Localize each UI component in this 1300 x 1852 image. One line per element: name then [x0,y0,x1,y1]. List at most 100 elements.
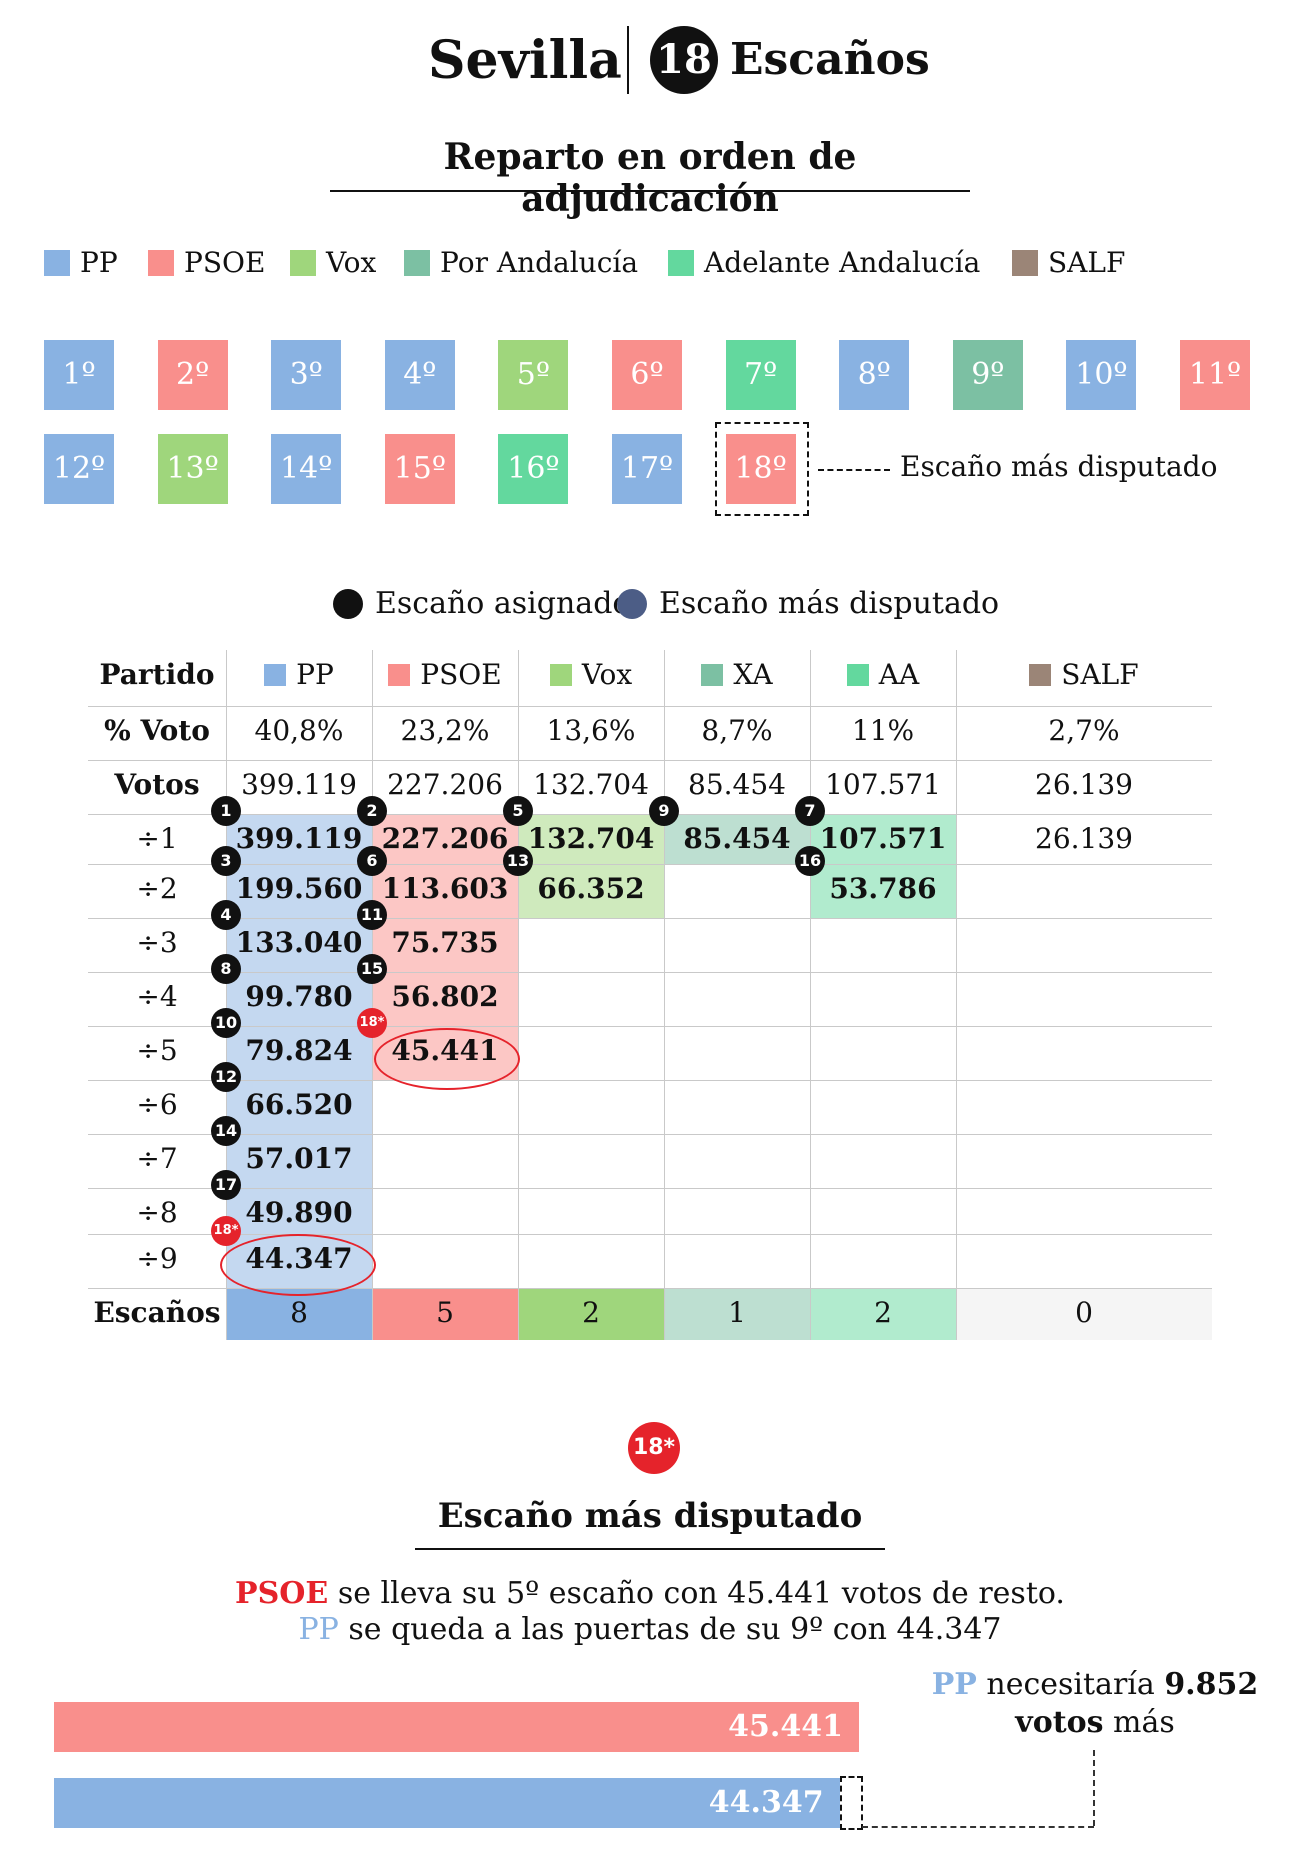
seat-order-marker: 14 [211,1116,241,1146]
party-vote-pct: 40,8% [254,714,344,747]
party-swatch [264,664,287,686]
dhondt-table: Partido % Voto Votos ÷1 ÷2 ÷3 ÷4 ÷5 ÷6 ÷7 ÷8 ÷9 Esca… [88,650,1212,1340]
legend-item: Vox [290,246,376,279]
party-name: PP [296,658,334,691]
quotient-cell: 132.704 [527,822,655,855]
votes-bar: 45.441 [54,1702,859,1752]
seats-cell-fill [372,1288,518,1340]
table-row-divider [88,706,1212,707]
party-name: AA [878,658,920,691]
row-header: % Voto [104,714,210,747]
seat-order-marker: 8 [211,954,241,984]
seat-square: 11º [1180,340,1250,410]
party-seats: 2 [582,1296,600,1329]
disputed-seat-badge: 18* [628,1422,680,1474]
votes-bar-label: 45.441 [728,1709,843,1744]
party-swatch [549,664,572,686]
legend-swatch [668,249,694,276]
disputed-seat-connector [818,469,890,471]
assigned-seat-legend: Escaño asignado [333,586,630,621]
legend-swatch [1012,249,1038,276]
seat-order-marker: 2 [357,796,387,826]
gap-connector-horizontal [862,1826,1094,1828]
votes-gap-indicator [839,1776,863,1830]
legend-item: PP [44,246,118,279]
legend-label: PP [80,246,118,279]
table-row-divider [88,972,1212,973]
seats-cell-fill [226,1288,372,1340]
explanation-text-2: se queda a las puertas de su 9º con 44.3… [338,1612,1002,1647]
party-name: PSOE [420,658,502,691]
party-seats: 5 [436,1296,454,1329]
party-votes: 132.704 [533,768,649,801]
legend-item: SALF [1012,246,1125,279]
seat-square: 4º [384,340,455,410]
disputed-section-title: Escaño más disputado [437,1496,863,1536]
seat-order-marker: 1 [211,796,241,826]
quotient-cell: 99.780 [245,980,353,1013]
party-votes: 399.119 [241,768,357,801]
votes-bar-label: 44.347 [708,1785,824,1820]
quotient-cell: 49.890 [245,1196,353,1229]
seat-order-marker: 16 [795,846,825,876]
table-row-divider [88,864,1212,865]
party-column-fill [226,814,372,1288]
party-swatch [1029,664,1052,686]
party-column-fill [810,814,956,918]
seats-cell-fill [518,1288,664,1340]
gap-connector-vertical [1093,1750,1095,1826]
seat-square: 6º [612,340,682,410]
row-header: ÷7 [136,1142,178,1175]
seat-order-marker: 12 [211,1062,241,1092]
disputed-seat-legend-label: Escaño más disputado [659,586,1000,621]
row-header: ÷3 [136,926,178,959]
seat-square: 8º [839,340,910,410]
quotient-cell: 75.735 [391,926,499,959]
seat-square: 12º [44,434,114,504]
row-header: ÷6 [136,1088,178,1121]
quotient-cell: 199.560 [235,872,363,905]
table-column-divider [226,650,227,1340]
seat-order-marker: 10 [211,1008,241,1038]
quotient-cell: 53.786 [829,872,937,905]
quotient-cell: 399.119 [235,822,363,855]
legend-swatch [44,249,70,276]
legend-item: Por Andalucía [404,246,638,279]
table-row-divider [88,760,1212,761]
party-header: XA [664,658,810,691]
legend-label: Vox [326,246,377,279]
table-row-divider [88,1288,1212,1289]
seat-order-marker: 13 [503,846,533,876]
quotient-cell: 56.802 [391,980,499,1013]
note-votes-word: votos [1015,1705,1104,1740]
seat-square: 16º [498,434,569,504]
party-column-fill [664,814,810,864]
blue-dot-icon [617,588,647,619]
party-vote-pct: 8,7% [701,714,773,747]
seat-square: 9º [952,340,1023,410]
pp-highlight: PP [298,1612,339,1647]
seat-order-marker: 3 [211,846,241,876]
table-row-divider [88,1234,1212,1235]
party-seats: 8 [290,1296,308,1329]
disputed-seat-legend: Escaño más disputado [617,586,999,621]
quotient-cell: 66.352 [537,872,645,905]
party-seats: 0 [1075,1296,1093,1329]
legend-swatch [148,249,174,276]
quotient-cell: 85.454 [683,822,791,855]
seat-square: 18º [725,434,796,504]
row-header: Escaños [93,1296,221,1329]
seats-cell-fill [664,1288,810,1340]
black-dot-icon [333,588,363,619]
seat-order-marker: 17 [211,1170,241,1200]
disputed-seat-marker: 18* [211,1216,241,1246]
table-column-divider [956,650,957,1340]
table-row-divider [88,1188,1212,1189]
header: Sevilla 18 Escaños [0,20,1300,100]
votes-needed-note: PP necesitaría 9.852 votos más [925,1666,1265,1742]
seat-order-marker: 5 [503,796,533,826]
assigned-seat-legend-label: Escaño asignado [375,586,631,621]
row-header: ÷1 [136,822,178,855]
quotient-cell: 26.139 [1035,822,1133,855]
seat-order-marker: 15 [357,954,387,984]
